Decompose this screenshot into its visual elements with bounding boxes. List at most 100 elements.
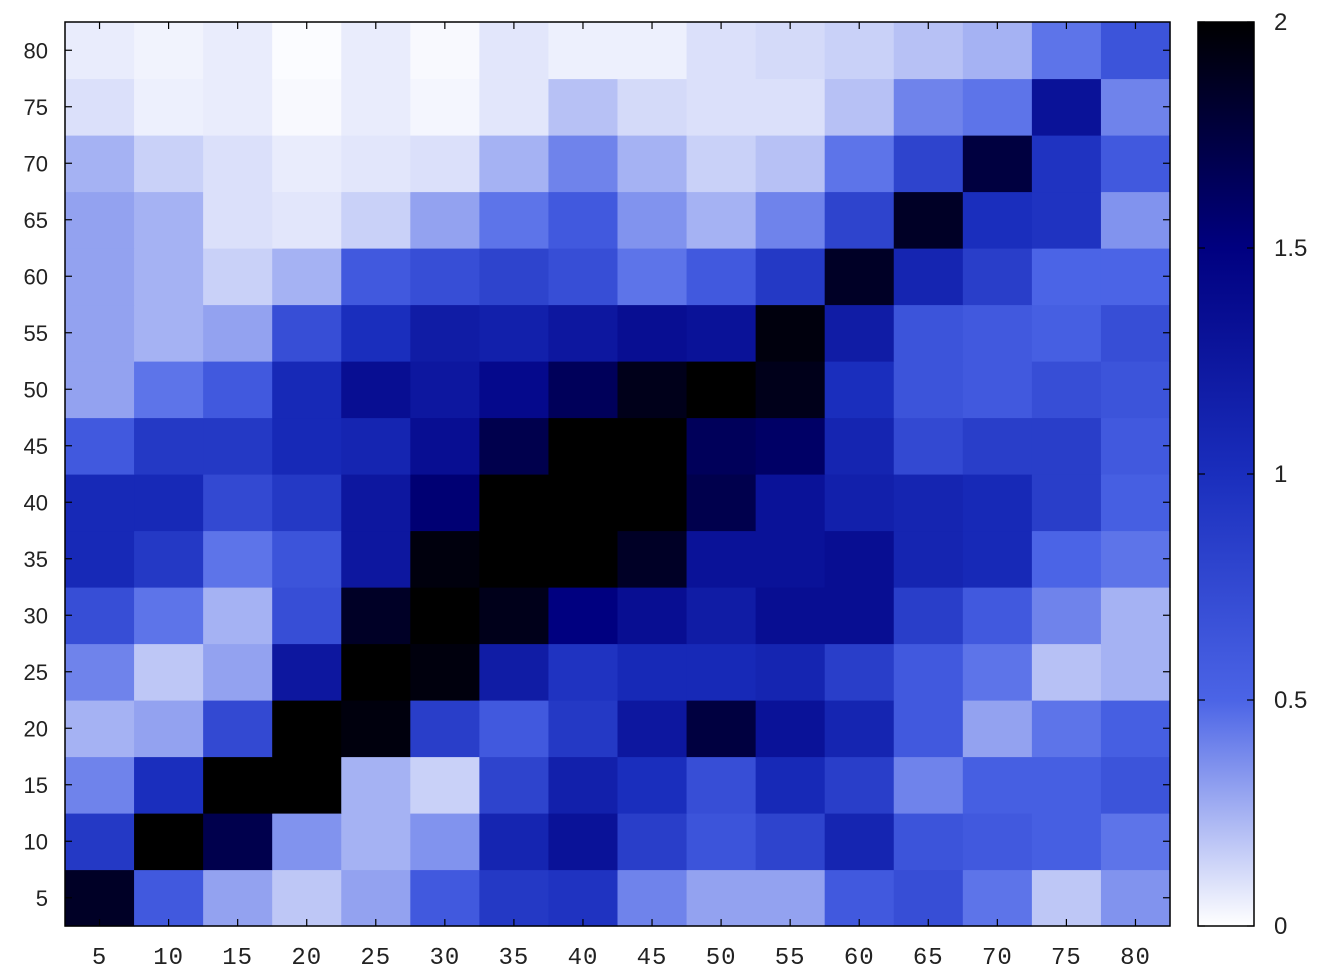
heatmap-cell — [686, 474, 757, 532]
heatmap-cell — [686, 248, 757, 306]
heatmap-cell — [272, 700, 342, 758]
heatmap-cell — [410, 417, 480, 475]
heatmap-cell — [341, 22, 411, 80]
y-tick-label: 35 — [24, 547, 48, 572]
y-axis: 5 10 15 20 25 30 35 40 45 50 55 60 65 70 75 80 — [24, 38, 1170, 911]
y-tick-label: 60 — [24, 264, 48, 289]
y-tick-label: 75 — [24, 95, 48, 120]
x-tick-label: 65 — [913, 945, 944, 972]
heatmap-cell — [134, 78, 204, 136]
heatmap-cell — [824, 700, 895, 758]
heatmap-cell — [824, 248, 895, 306]
heatmap-cell — [686, 191, 757, 249]
heatmap-cell — [410, 813, 480, 871]
heatmap-cell — [1100, 700, 1171, 758]
x-tick-label: 15 — [222, 945, 253, 972]
heatmap-cell — [962, 869, 1033, 927]
heatmap-cell — [893, 78, 964, 136]
heatmap-cell — [203, 135, 273, 193]
heatmap-cell — [65, 813, 135, 871]
x-tick-label: 35 — [499, 945, 530, 972]
y-tick-label: 40 — [24, 490, 48, 515]
x-tick-label: 80 — [1120, 945, 1151, 972]
heatmap-cell — [962, 587, 1033, 645]
heatmap-cell — [272, 530, 342, 588]
heatmap-cell — [1031, 78, 1102, 136]
heatmap-cell — [893, 643, 964, 701]
heatmap-cell — [686, 361, 757, 419]
heatmap-cell — [824, 22, 895, 80]
heatmap-cell — [962, 22, 1033, 80]
heatmap-cell — [479, 361, 550, 419]
heatmap-cell — [1031, 756, 1102, 814]
heatmap-cell — [65, 135, 135, 193]
heatmap-cell — [893, 869, 964, 927]
heatmap-cell — [1100, 530, 1171, 588]
colorbar-tick-label: 1.5 — [1274, 235, 1307, 262]
heatmap-cell — [341, 700, 411, 758]
heatmap-cell — [410, 78, 480, 136]
heatmap-cell — [617, 417, 688, 475]
heatmap-cell — [824, 530, 895, 588]
x-tick-label: 75 — [1051, 945, 1082, 972]
heatmap-cell — [272, 135, 342, 193]
heatmap-cell — [134, 587, 204, 645]
heatmap-cell — [548, 700, 619, 758]
heatmap-cell — [1100, 78, 1171, 136]
heatmap-cell — [479, 643, 550, 701]
heatmap-cell — [134, 135, 204, 193]
heatmap-cell — [962, 813, 1033, 871]
heatmap-cell — [755, 361, 826, 419]
heatmap-cell — [65, 530, 135, 588]
heatmap-cell — [962, 700, 1033, 758]
heatmap-cell — [479, 22, 550, 80]
heatmap-cell — [410, 530, 480, 588]
heatmap-cell — [272, 22, 342, 80]
heatmap-cell — [617, 78, 688, 136]
heatmap-cell — [1031, 361, 1102, 419]
heatmap-cell — [341, 417, 411, 475]
heatmap-cell — [548, 135, 619, 193]
heatmap-cell — [617, 643, 688, 701]
heatmap-cell — [1100, 361, 1171, 419]
heatmap-cell — [134, 756, 204, 814]
heatmap-cell — [203, 530, 273, 588]
heatmap-cell — [479, 248, 550, 306]
heatmap-cell — [203, 587, 273, 645]
heatmap-cell — [824, 643, 895, 701]
heatmap-cell — [203, 474, 273, 532]
heatmap-cell — [893, 248, 964, 306]
heatmap-cell — [479, 304, 550, 362]
heatmap-cell — [1031, 135, 1102, 193]
heatmap-cell — [893, 361, 964, 419]
heatmap-cell — [893, 417, 964, 475]
heatmap-cell — [962, 135, 1033, 193]
heatmap-cell — [134, 700, 204, 758]
heatmap-cell — [824, 417, 895, 475]
heatmap-cell — [617, 700, 688, 758]
heatmap-cell — [134, 361, 204, 419]
colorbar-axis: 0 0.5 1 1.5 2 — [1198, 9, 1307, 940]
heatmap-cell — [548, 869, 619, 927]
x-tick-label: 25 — [360, 945, 391, 972]
heatmap-cell — [410, 361, 480, 419]
heatmap-cell — [410, 474, 480, 532]
heatmap-cell — [203, 304, 273, 362]
heatmap-cell — [893, 813, 964, 871]
heatmap-cell — [203, 813, 273, 871]
heatmap-cell — [341, 869, 411, 927]
heatmap-cell — [1100, 135, 1171, 193]
heatmap-cell — [1031, 813, 1102, 871]
heatmap-cell — [341, 530, 411, 588]
heatmap-cell — [824, 869, 895, 927]
heatmap-cell — [203, 756, 273, 814]
heatmap-cell — [341, 474, 411, 532]
heatmap-cell — [1031, 22, 1102, 80]
heatmap-cell — [65, 248, 135, 306]
heatmap-cell — [962, 756, 1033, 814]
heatmap-cell — [134, 304, 204, 362]
heatmap-cell — [134, 191, 204, 249]
heatmap-cell — [410, 22, 480, 80]
heatmap-cell — [341, 135, 411, 193]
heatmap-cell — [65, 417, 135, 475]
